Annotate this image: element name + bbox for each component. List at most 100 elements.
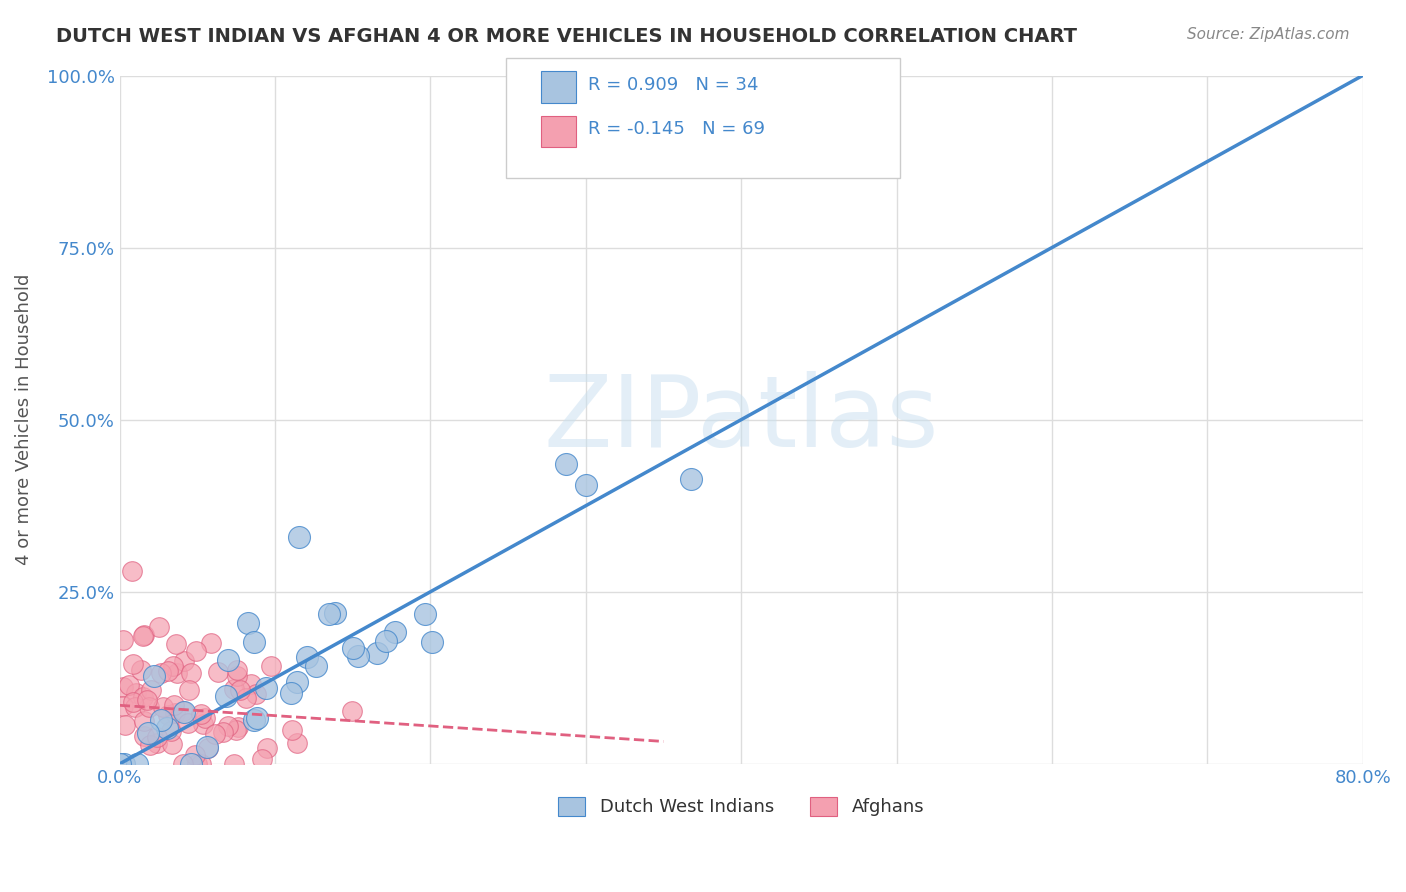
Point — [235, 691, 257, 706]
Point — [222, 756, 245, 771]
Point — [156, 707, 179, 722]
Point — [132, 628, 155, 642]
Point — [148, 620, 170, 634]
Point — [195, 740, 218, 755]
Point — [111, 632, 134, 647]
Point — [318, 607, 340, 621]
Point — [173, 654, 195, 668]
Text: Source: ZipAtlas.com: Source: ZipAtlas.com — [1187, 27, 1350, 42]
Point — [384, 625, 406, 640]
Point — [145, 736, 167, 750]
Point — [197, 740, 219, 755]
Point — [173, 706, 195, 720]
Point — [240, 677, 263, 691]
Point — [191, 717, 214, 731]
Point — [162, 738, 184, 752]
Point — [114, 718, 136, 732]
Point — [180, 666, 202, 681]
Point — [340, 704, 363, 718]
Point — [288, 530, 311, 544]
Point — [256, 740, 278, 755]
Point — [149, 713, 172, 727]
Point — [246, 711, 269, 725]
Point — [186, 756, 208, 771]
Point — [131, 690, 153, 704]
Point — [281, 723, 304, 737]
Point — [152, 699, 174, 714]
Point — [681, 472, 703, 486]
Point — [121, 564, 143, 578]
Point — [254, 681, 277, 695]
Point — [143, 669, 166, 683]
Text: R = 0.909   N = 34: R = 0.909 N = 34 — [588, 76, 758, 94]
Point — [111, 699, 134, 714]
Point — [138, 700, 160, 714]
Point — [132, 628, 155, 642]
Point — [156, 665, 179, 679]
Point — [129, 663, 152, 677]
Point — [159, 723, 181, 738]
Point — [190, 756, 212, 771]
Point — [238, 616, 260, 631]
Point — [111, 680, 134, 694]
Text: R = -0.145   N = 69: R = -0.145 N = 69 — [588, 120, 765, 138]
Point — [215, 689, 238, 703]
Point — [280, 686, 302, 700]
Point — [125, 686, 148, 700]
Point — [112, 756, 135, 771]
Point — [184, 748, 207, 763]
Point — [134, 729, 156, 743]
Point — [162, 659, 184, 673]
Point — [225, 668, 247, 682]
Point — [285, 736, 308, 750]
Point — [172, 756, 194, 771]
Point — [118, 678, 141, 692]
Point — [149, 665, 172, 680]
Point — [163, 698, 186, 713]
Point — [285, 674, 308, 689]
Point — [156, 721, 179, 735]
Point — [260, 658, 283, 673]
Point — [217, 653, 239, 667]
Point — [245, 687, 267, 701]
Point — [305, 658, 328, 673]
Point — [139, 682, 162, 697]
Point — [554, 458, 576, 472]
Point — [179, 683, 201, 698]
Point — [574, 478, 596, 492]
Point — [172, 704, 194, 718]
Point — [207, 665, 229, 679]
Point — [204, 727, 226, 741]
Point — [110, 756, 132, 771]
Point — [243, 635, 266, 649]
Point — [165, 637, 187, 651]
Point — [342, 640, 364, 655]
Point — [420, 635, 443, 649]
Point — [375, 633, 398, 648]
Point — [211, 724, 233, 739]
Point — [323, 606, 346, 620]
Point — [132, 714, 155, 729]
Point — [180, 756, 202, 771]
Point — [190, 706, 212, 721]
Point — [366, 646, 388, 660]
Point — [176, 716, 198, 731]
Point — [122, 695, 145, 709]
Point — [125, 756, 148, 771]
Point — [194, 711, 217, 725]
Point — [186, 644, 208, 658]
Point — [146, 731, 169, 745]
Text: ZIPatlas: ZIPatlas — [544, 371, 939, 468]
Point — [224, 682, 246, 697]
Point — [135, 692, 157, 706]
Point — [217, 719, 239, 733]
Point — [228, 682, 250, 697]
Point — [165, 706, 187, 721]
Point — [413, 607, 436, 622]
Point — [166, 665, 188, 680]
Point — [228, 720, 250, 734]
Point — [122, 657, 145, 672]
Point — [124, 700, 146, 714]
Point — [200, 636, 222, 650]
Y-axis label: 4 or more Vehicles in Household: 4 or more Vehicles in Household — [15, 274, 32, 566]
